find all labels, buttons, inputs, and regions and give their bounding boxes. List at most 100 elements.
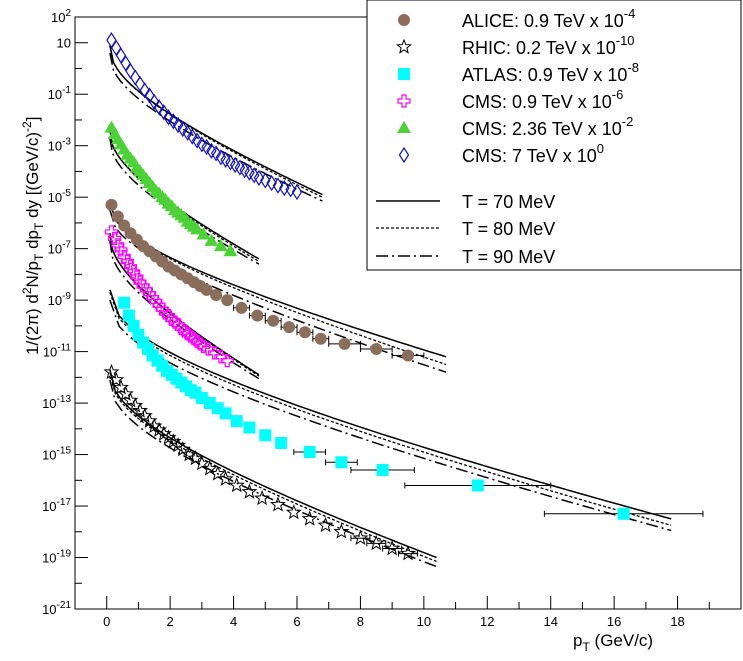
data-point-series-2	[259, 429, 272, 442]
data-point-series-2	[243, 421, 256, 434]
data-markers	[103, 32, 630, 561]
data-point-series-0	[402, 349, 414, 362]
data-point-series-5	[125, 62, 136, 80]
data-point-series-5	[115, 47, 127, 64]
data-point-series-3	[196, 339, 211, 354]
data-point-series-0	[235, 301, 248, 314]
data-point-series-5	[139, 82, 150, 99]
data-point-series-0	[314, 332, 327, 345]
legend-label-2: ATLAS: 0.9 TeV x 10-8	[462, 60, 639, 85]
legend-label-fit-1: T = 80 MeV	[462, 219, 555, 239]
data-point-series-0	[298, 326, 311, 339]
legend-label-3: CMS: 0.9 TeV x 10-6	[462, 87, 623, 112]
data-point-series-1	[368, 535, 385, 551]
data-point-series-1	[108, 371, 125, 387]
fit-curve-90	[109, 299, 672, 532]
data-point-series-2	[230, 415, 243, 428]
y-title-p5: dy [(GeV/c)	[23, 132, 42, 223]
x-tick-label: 16	[607, 614, 621, 629]
data-point-series-4	[204, 233, 219, 246]
legend-label-fit-2: T = 90 MeV	[462, 247, 555, 267]
y-axis-title: 1/(2π) d2N/pT dpT dy [(GeV/c)-2]	[20, 117, 46, 355]
fit-curve-80	[109, 292, 672, 526]
y-tick-label: 10-9	[48, 291, 72, 308]
data-point-series-1	[352, 529, 369, 546]
data-point-series-3	[108, 231, 122, 245]
data-point-series-5	[191, 132, 203, 149]
fit-curve-70	[109, 233, 260, 376]
data-point-series-5	[149, 93, 160, 111]
data-point-series-5	[253, 169, 265, 186]
axes: 0 2 4 6 8 10 12 14 16 18 102 10 10-1 10-3 10-5 10-7 10-9…	[42, 8, 710, 629]
error-bars	[233, 304, 704, 557]
y-tick-label: 10-21	[42, 600, 71, 617]
data-point-series-2	[275, 436, 288, 449]
data-point-series-5	[248, 167, 260, 184]
data-point-series-0	[251, 309, 264, 322]
data-point-series-5	[168, 113, 179, 130]
legend-marker-4	[397, 121, 411, 133]
x-tick-label: 10	[417, 614, 431, 629]
data-point-series-5	[106, 32, 117, 49]
y-title-p2: ) d	[23, 294, 42, 314]
y-tick-label: 10-11	[43, 343, 72, 360]
data-point-series-5	[260, 172, 271, 189]
legend-label-0: ALICE: 0.9 TeV x 10-4	[462, 6, 635, 31]
data-point-series-4	[213, 239, 228, 252]
y-title-p1: 1/(2	[23, 326, 42, 355]
data-point-series-0	[221, 294, 234, 307]
y-tick-label: 102	[51, 8, 71, 25]
data-point-series-3	[120, 254, 134, 269]
legend-label-1: RHIC: 0.2 TeV x 10-10	[462, 33, 635, 58]
x-axis-title-rest: (GeV/c)	[590, 631, 653, 650]
data-point-series-4	[196, 227, 211, 240]
data-point-series-0	[283, 321, 296, 334]
data-point-series-1	[269, 496, 286, 512]
data-point-series-0	[267, 314, 280, 327]
data-point-series-2	[303, 445, 316, 458]
data-point-series-2	[617, 507, 630, 520]
data-point-series-4	[223, 244, 238, 257]
x-tick-label: 12	[480, 614, 494, 629]
legend-label-4: CMS: 2.36 TeV x 10-2	[462, 114, 633, 139]
data-point-series-2	[335, 456, 348, 469]
x-tick-label: 6	[293, 614, 300, 629]
data-point-series-3	[111, 238, 125, 252]
x-tick-label: 8	[357, 614, 364, 629]
data-point-series-3	[174, 321, 188, 336]
data-point-series-1	[112, 379, 129, 395]
data-point-series-2	[127, 319, 140, 332]
legend-marker-3	[397, 94, 411, 108]
data-point-series-3	[180, 326, 195, 341]
data-point-series-3	[114, 243, 128, 257]
data-point-series-1	[254, 489, 271, 506]
x-tick-label: 4	[230, 614, 237, 629]
data-point-series-3	[187, 332, 201, 346]
data-point-series-1	[285, 504, 302, 520]
data-point-series-0	[111, 210, 124, 223]
x-tick-label: 14	[543, 614, 557, 629]
data-point-series-1	[384, 540, 401, 556]
data-point-series-5	[182, 124, 193, 141]
x-axis-title-main: p	[573, 631, 582, 650]
data-point-series-5	[272, 177, 284, 194]
legend-marker-5	[398, 146, 410, 164]
data-point-series-3	[184, 329, 198, 343]
data-point-series-5	[229, 156, 241, 174]
data-point-series-3	[158, 306, 172, 320]
y-tick-label: 10-3	[48, 137, 72, 154]
y-tick-label: 10-15	[42, 446, 71, 463]
data-point-series-5	[130, 69, 141, 86]
data-point-series-5	[187, 128, 198, 145]
data-point-series-2	[122, 309, 135, 322]
data-point-series-3	[220, 354, 234, 368]
data-point-series-1	[317, 516, 334, 533]
data-point-series-0	[105, 198, 118, 211]
fit-curve-70	[109, 289, 672, 520]
data-point-series-1	[399, 545, 417, 561]
data-point-series-1	[209, 465, 226, 481]
data-point-series-5	[111, 39, 122, 56]
y-tick-label: 10-7	[48, 240, 72, 257]
data-point-series-3	[127, 265, 141, 279]
